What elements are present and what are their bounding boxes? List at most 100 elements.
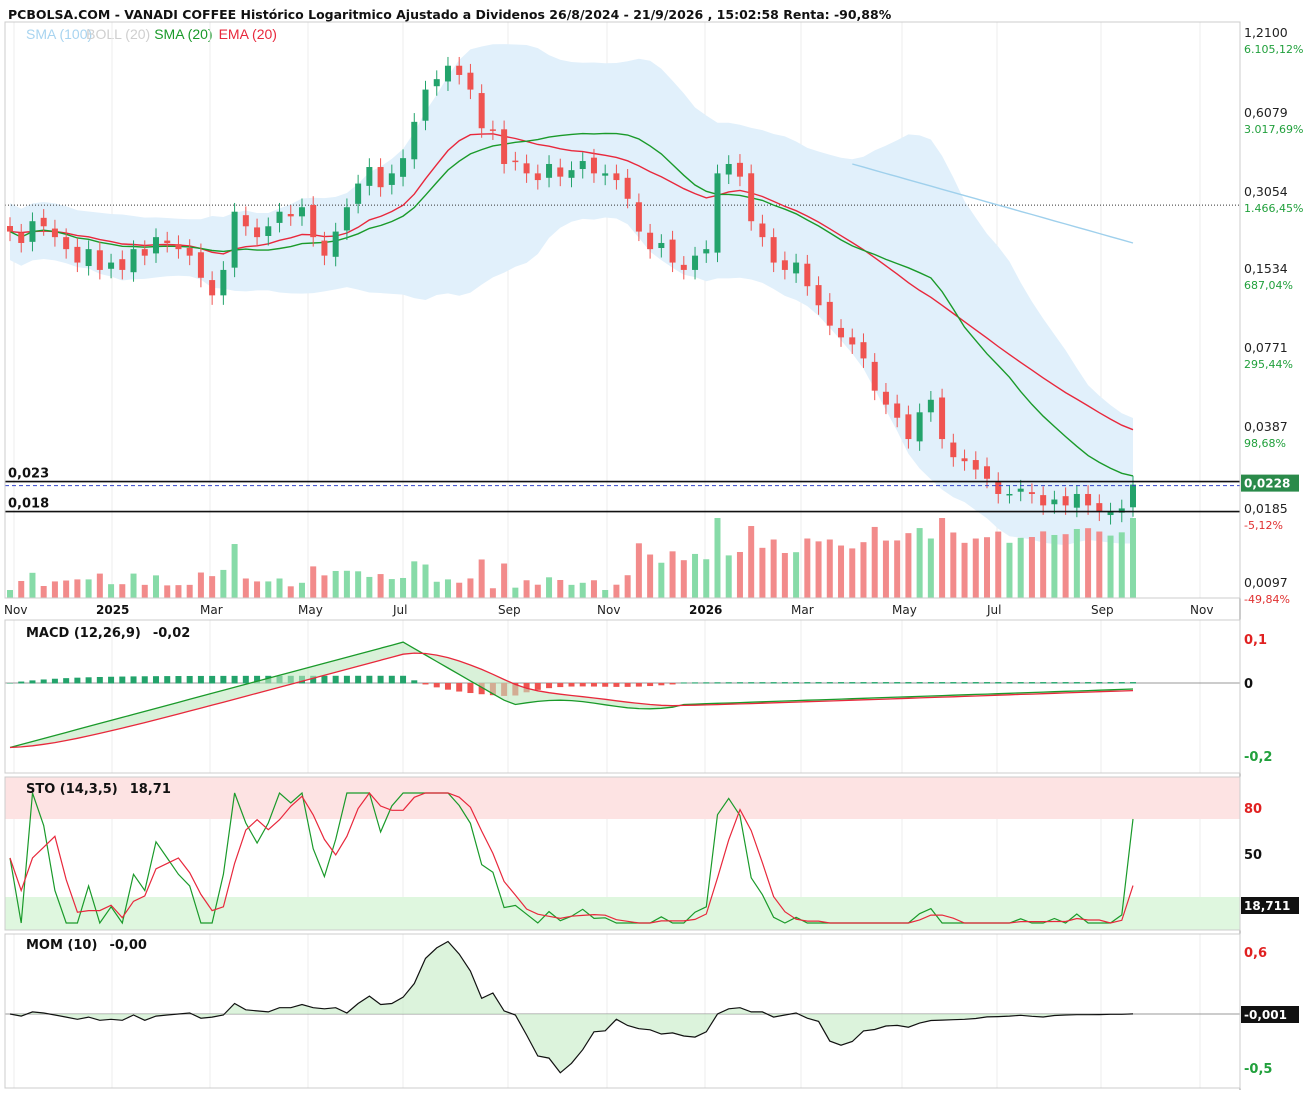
candle <box>736 154 743 187</box>
candle <box>186 239 193 266</box>
sto-title: STO (14,3,5) 18,71 <box>26 782 171 797</box>
candle-body <box>579 161 586 170</box>
volume-bar <box>939 518 946 598</box>
macd-hist-bar <box>7 683 13 684</box>
candle-body <box>298 207 305 217</box>
candle-body <box>557 167 564 177</box>
candle-body <box>725 163 732 175</box>
candle <box>1130 475 1136 517</box>
candle <box>882 383 889 415</box>
volume-bar <box>1073 528 1080 598</box>
candle-body <box>546 163 553 178</box>
candle <box>343 198 350 240</box>
macd-hist-bar <box>546 683 553 689</box>
candle <box>523 154 530 183</box>
candle <box>1028 483 1035 504</box>
volume-bar <box>29 572 36 598</box>
candle-body <box>860 342 867 359</box>
pane-border <box>4 933 1241 1089</box>
candle <box>141 240 148 266</box>
macd-hist-bar <box>703 682 710 684</box>
candle-body <box>523 163 530 174</box>
macd-hist-bar <box>197 675 204 684</box>
macd-hist-bar <box>108 676 115 684</box>
time-axis-label: 2025 <box>96 603 129 617</box>
candle-body <box>51 228 58 238</box>
volume-bar <box>96 573 103 598</box>
price-pane: 0,023 0,018 1,2100 6.105,12% 0,6079 3.017,69%… <box>4 22 1303 1088</box>
macd-hist-bar <box>40 679 47 684</box>
volume-bar <box>343 570 350 598</box>
volume-bar <box>770 539 777 598</box>
candle-body <box>444 65 451 82</box>
candle-body <box>456 65 463 75</box>
candle-body <box>669 239 676 263</box>
macd-hist-bar <box>175 676 182 684</box>
candle <box>894 394 901 428</box>
macd-hist-bar <box>209 675 216 684</box>
candle-body <box>590 157 597 174</box>
price-tick-pct: 1.466,45% <box>1244 202 1303 215</box>
candle-body <box>894 403 901 418</box>
macd-hist-bar <box>557 683 564 688</box>
macd-tick: -0,2 <box>1244 750 1272 765</box>
time-axis-label: Sep <box>1091 603 1114 617</box>
macd-hist-bar <box>972 682 979 684</box>
candle-body <box>74 246 81 263</box>
candle-body <box>950 442 957 458</box>
macd-hist-bar <box>1006 682 1013 684</box>
macd-hist-bar <box>186 675 193 684</box>
candle-body <box>18 232 25 243</box>
macd-hist-bar <box>658 683 665 686</box>
volume-bar <box>411 561 418 598</box>
macd-hist-bar <box>388 675 395 684</box>
candle-body <box>512 160 519 163</box>
macd-hist-bar <box>882 682 889 684</box>
macd-hist-bar <box>736 682 743 684</box>
candle <box>860 333 867 368</box>
pane-border <box>4 21 1241 599</box>
volume-bar <box>1085 528 1092 598</box>
macd-hist-bar <box>804 682 811 684</box>
volume-bar <box>669 551 676 598</box>
macd-hist-bar <box>849 682 856 684</box>
candle-body <box>220 269 227 296</box>
volume-bar <box>478 559 485 598</box>
candle <box>209 271 216 305</box>
price-tick-label: 0,1534 <box>1244 261 1288 276</box>
macd-hist-bar <box>119 676 126 684</box>
macd-hist-bar <box>927 682 934 684</box>
volume-bar <box>1107 535 1114 598</box>
macd-hist-bar <box>377 675 384 684</box>
candle <box>590 148 597 183</box>
candle-body <box>209 280 216 296</box>
candle <box>759 214 766 247</box>
candle <box>433 70 440 96</box>
candle-body <box>635 202 642 232</box>
candle <box>927 390 934 422</box>
price-tick-pct: 687,04% <box>1244 279 1293 292</box>
volume-bar <box>635 543 642 598</box>
macd-hist-bar <box>871 682 878 684</box>
candle <box>781 251 788 280</box>
candle <box>916 403 923 451</box>
candle-body <box>1118 508 1125 513</box>
volume-bar <box>489 588 496 598</box>
candle <box>332 222 339 267</box>
candle-body <box>242 215 249 227</box>
volume-bar <box>254 581 261 598</box>
volume-bar <box>1017 537 1024 598</box>
macd-hist-bar <box>1096 682 1103 684</box>
candle-body <box>489 129 496 131</box>
time-axis-label: Jul <box>986 603 1001 617</box>
legend-sma100: SMA (100) <box>26 26 92 42</box>
candle-body <box>905 414 912 440</box>
candle-body <box>231 211 238 268</box>
chart-title: PCBOLSA.COM - VANADI COFFEE Histórico Lo… <box>8 7 892 22</box>
time-axis-label: Mar <box>791 603 814 617</box>
candle-body <box>647 232 654 250</box>
candle-body <box>411 121 418 160</box>
macd-hist-bar <box>781 682 788 684</box>
macd-hist-bar <box>770 682 777 684</box>
volume-bar <box>175 585 182 598</box>
